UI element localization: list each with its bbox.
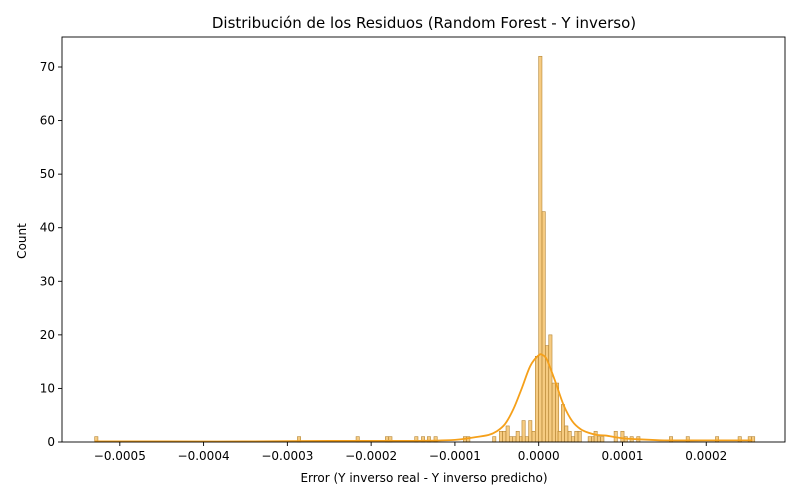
histogram-bar xyxy=(597,436,601,443)
x-tick-label: −0.0002 xyxy=(345,449,397,463)
histogram-bar xyxy=(499,430,503,443)
histogram-bar xyxy=(574,430,579,443)
histogram-bar xyxy=(620,430,625,443)
x-axis-label: Error (Y inverso real - Y inverso predic… xyxy=(300,471,547,485)
histogram-bar xyxy=(524,436,529,443)
histogram-bar xyxy=(521,420,526,443)
x-tick-label: 0.0001 xyxy=(601,449,643,463)
x-tick-label: 0.0002 xyxy=(685,449,727,463)
histogram-bar xyxy=(541,211,546,443)
histogram-bar xyxy=(561,404,565,443)
histogram-bar xyxy=(600,436,605,443)
y-tick-label: 20 xyxy=(40,328,55,342)
histogram-bar xyxy=(512,436,517,443)
y-tick-label: 70 xyxy=(40,60,55,74)
histogram-bar xyxy=(505,425,510,443)
histogram-bar xyxy=(564,425,569,443)
histogram-bar xyxy=(492,436,497,443)
y-axis-label: Count xyxy=(15,223,29,259)
y-tick-label: 40 xyxy=(40,221,55,235)
histogram-bars xyxy=(94,55,756,443)
histogram-bar xyxy=(548,334,553,443)
histogram-bar xyxy=(515,430,520,443)
y-tick-label: 0 xyxy=(47,435,55,449)
histogram-bar xyxy=(535,355,539,443)
y-tick-label: 50 xyxy=(40,167,55,181)
x-tick-label: −0.0001 xyxy=(429,449,481,463)
kde-curve xyxy=(94,353,753,443)
histogram-bar xyxy=(538,55,543,443)
histogram-bar xyxy=(571,436,575,443)
histogram-bar xyxy=(551,382,556,443)
histogram-bar xyxy=(577,430,582,443)
y-tick-label: 10 xyxy=(40,381,55,395)
x-tick-label: −0.0003 xyxy=(261,449,313,463)
plot-frame xyxy=(61,36,786,443)
histogram-bar xyxy=(593,430,598,443)
histogram-bar xyxy=(567,430,572,443)
chart-title: Distribución de los Residuos (Random For… xyxy=(212,14,636,32)
x-tick-label: −0.0004 xyxy=(178,449,230,463)
x-tick-label: −0.0005 xyxy=(94,449,146,463)
histogram-bar xyxy=(502,430,507,443)
histogram-bar xyxy=(531,430,536,443)
x-tick-label: 0.0000 xyxy=(518,449,560,463)
histogram-bar xyxy=(557,430,562,443)
y-tick-label: 60 xyxy=(40,114,55,128)
x-axis-ticks: −0.0005 −0.0004 −0.0003 −0.0002 −0.0001 0.000… xyxy=(94,442,727,463)
histogram-bar xyxy=(528,420,533,443)
histogram-bar xyxy=(587,436,592,443)
y-axis-ticks: 0 10 20 30 40 50 60 70 xyxy=(40,60,62,449)
histogram-bar xyxy=(509,436,513,443)
y-tick-label: 30 xyxy=(40,274,55,288)
